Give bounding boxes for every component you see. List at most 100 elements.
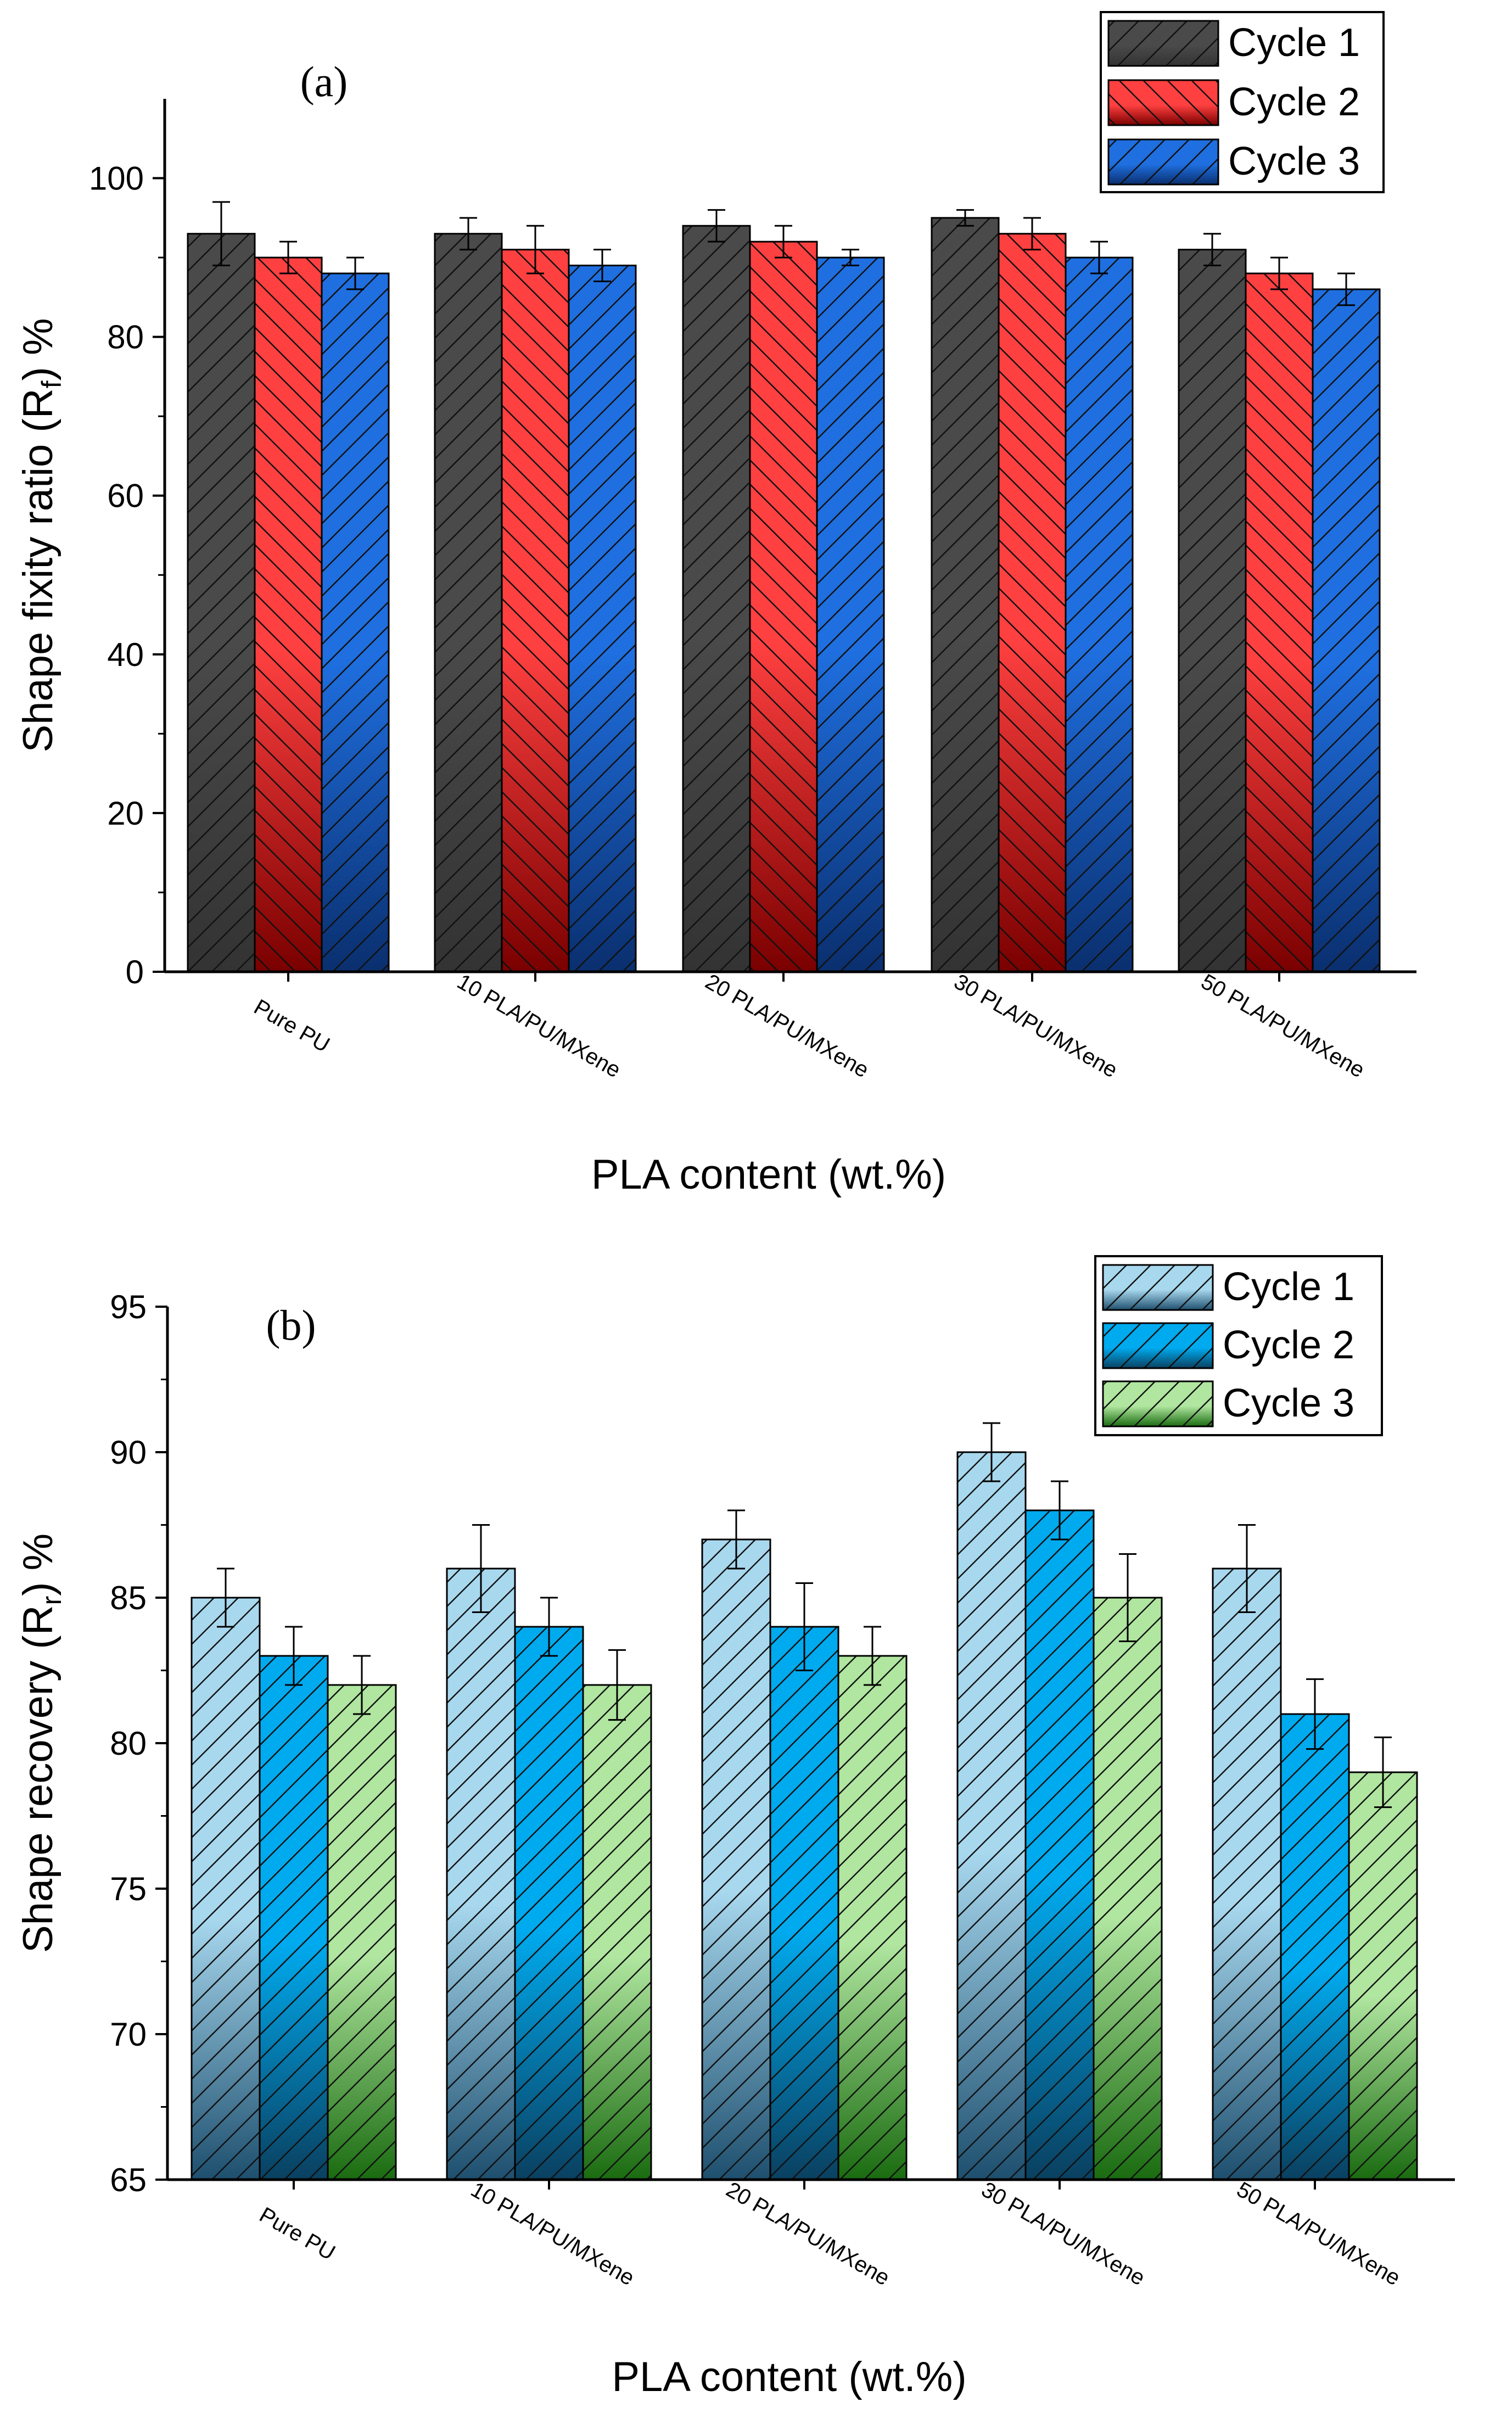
x-axis-label: PLA content (wt.%) [612, 2354, 966, 2400]
bar-a-1-1 [501, 249, 570, 973]
bar-b-1-0 [446, 1567, 516, 2181]
error-bar-b-3-1 [1051, 1480, 1068, 1541]
error-bar-a-1-1 [527, 225, 544, 275]
bar-a-0-1 [254, 256, 323, 973]
y-tick-label: 0 [126, 954, 144, 990]
error-bar-b-2-2 [864, 1626, 881, 1686]
bar-b-0-1 [259, 1655, 329, 2181]
error-bar-b-4-1 [1306, 1678, 1324, 1750]
bar-a-3-2 [1065, 256, 1134, 973]
y-tick-label: 70 [110, 2016, 147, 2053]
error-bar-b-1-1 [540, 1597, 558, 1657]
bar-a-4-1 [1245, 272, 1314, 973]
error-bar-a-4-0 [1203, 233, 1221, 267]
error-bar-b-1-2 [608, 1649, 626, 1721]
bar-a-4-2 [1312, 288, 1381, 973]
x-tick-label: Pure PU [255, 2203, 339, 2265]
y-tick-label: 60 [107, 478, 144, 514]
error-bar-a-0-2 [346, 256, 364, 290]
x-axis-label: PLA content (wt.%) [591, 1151, 946, 1198]
error-bar-a-3-0 [956, 209, 974, 227]
y-axis-label: Shape recovery (Rr) % [15, 1533, 67, 1953]
panel-label: (b) [266, 1301, 316, 1349]
bar-a-2-2 [816, 256, 885, 973]
bar-b-4-2 [1348, 1771, 1418, 2181]
error-bar-a-0-1 [279, 240, 297, 275]
y-tick-label: 40 [107, 636, 144, 673]
y-tick-label: 80 [107, 319, 144, 356]
y-tick-label: 20 [107, 795, 144, 832]
bar-a-0-2 [321, 272, 390, 973]
bar-a-2-0 [682, 225, 751, 973]
x-tick-label: Pure PU [250, 995, 334, 1057]
bar-b-2-2 [837, 1655, 908, 2181]
y-tick-label: 80 [110, 1725, 147, 1762]
x-tick-label: 20 PLA/PU/MXene [701, 970, 873, 1083]
x-tick-label: 10 PLA/PU/MXene [453, 970, 625, 1083]
bar-a-2-1 [749, 240, 818, 973]
legend-label: Cycle 3 [1228, 139, 1360, 183]
x-tick-label: 10 PLA/PU/MXene [467, 2177, 639, 2291]
bar-b-1-2 [582, 1684, 652, 2181]
bar-b-0-0 [191, 1597, 261, 2181]
legend-swatch [1102, 1322, 1214, 1369]
chart-panel-b: Pure PU 10 PLA/PU/MXene 20 PLA/PU/MXene 30 … [15, 1255, 1455, 2400]
legend-label: Cycle 2 [1228, 80, 1360, 124]
bar-a-3-1 [998, 233, 1067, 973]
error-bar-b-4-0 [1238, 1524, 1256, 1613]
legend-swatch [1107, 138, 1219, 186]
error-bar-b-2-0 [727, 1509, 745, 1570]
error-bar-a-2-1 [775, 225, 792, 259]
y-tick-label: 85 [110, 1580, 147, 1616]
bar-b-3-0 [956, 1451, 1027, 2181]
bar-b-4-0 [1212, 1567, 1282, 2181]
error-bar-b-1-0 [472, 1524, 490, 1613]
x-tick-label: 20 PLA/PU/MXene [722, 2177, 894, 2291]
x-tick-label: 30 PLA/PU/MXene [950, 970, 1122, 1083]
bar-b-3-1 [1024, 1509, 1095, 2181]
legend-label: Cycle 1 [1228, 21, 1360, 65]
bar-b-1-1 [514, 1626, 584, 2181]
chart-panel-a: Pure PU 10 PLA/PU/MXene 20 PLA/PU/MXene 30 … [15, 11, 1416, 1198]
error-bar-a-1-2 [593, 249, 611, 282]
error-bar-a-2-2 [842, 249, 859, 267]
y-axis-label: Shape fixity ratio (Rf) % [15, 318, 67, 752]
bar-b-2-0 [701, 1538, 771, 2181]
error-bar-b-0-1 [285, 1626, 303, 1686]
legend-label: Cycle 3 [1223, 1381, 1354, 1425]
legend-swatch [1102, 1380, 1214, 1427]
panel-label: (a) [300, 58, 348, 105]
legend: Cycle 1 Cycle 2 Cycle 3 [1100, 11, 1385, 193]
error-bar-a-4-2 [1337, 272, 1355, 306]
bar-a-0-0 [187, 233, 256, 973]
legend-swatch [1102, 1264, 1214, 1311]
error-bar-a-1-0 [460, 217, 477, 251]
error-bar-a-3-1 [1023, 217, 1041, 251]
error-bar-b-3-2 [1119, 1553, 1136, 1642]
bar-b-3-2 [1093, 1597, 1163, 2181]
x-tick-label: 50 PLA/PU/MXene [1233, 2177, 1404, 2291]
x-tick-label: 50 PLA/PU/MXene [1197, 970, 1369, 1083]
y-tick-label: 90 [110, 1434, 147, 1471]
error-bar-a-4-1 [1270, 256, 1288, 290]
error-bar-a-2-0 [708, 209, 725, 243]
bar-a-3-0 [931, 217, 1000, 973]
y-tick-label: 100 [89, 160, 144, 197]
legend-label: Cycle 1 [1223, 1265, 1354, 1309]
bar-a-1-2 [568, 265, 637, 973]
error-bar-b-0-0 [217, 1567, 234, 1628]
legend-label: Cycle 2 [1223, 1323, 1354, 1367]
bar-a-1-0 [434, 233, 503, 973]
error-bar-b-0-2 [353, 1655, 371, 1715]
legend-swatch [1107, 20, 1219, 67]
error-bar-a-0-0 [212, 201, 230, 267]
y-tick-label: 95 [110, 1289, 147, 1325]
error-bar-b-2-1 [796, 1582, 813, 1671]
legend: Cycle 1 Cycle 2 Cycle 3 [1094, 1255, 1383, 1436]
y-tick-label: 75 [110, 1871, 147, 1907]
bar-b-2-1 [769, 1626, 839, 2181]
x-tick-label: 30 PLA/PU/MXene [977, 2177, 1149, 2291]
bar-b-4-1 [1280, 1713, 1350, 2181]
legend-swatch [1107, 79, 1219, 126]
